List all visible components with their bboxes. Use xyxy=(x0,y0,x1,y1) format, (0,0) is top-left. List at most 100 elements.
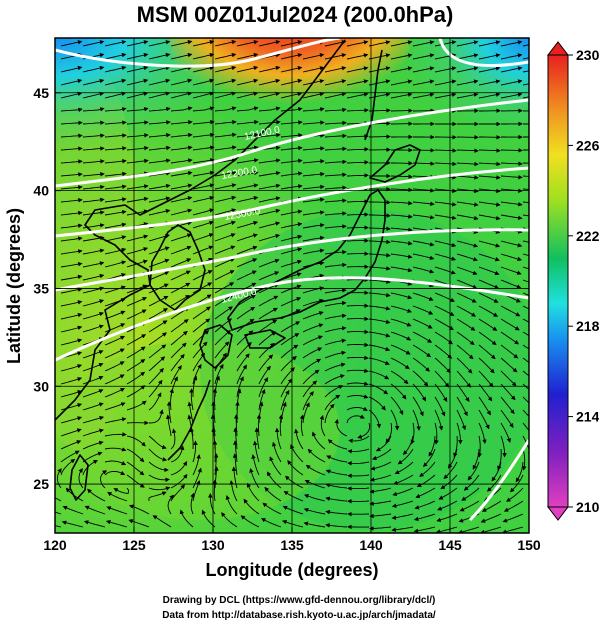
wind-arrow xyxy=(258,388,266,411)
wind-arrow xyxy=(280,78,303,86)
wind-arrow xyxy=(214,106,237,112)
wind-arrow xyxy=(500,66,523,73)
wind-arrow xyxy=(280,378,293,398)
wind-arrow xyxy=(126,107,149,112)
wind-arrow xyxy=(346,133,369,139)
wind-arrow xyxy=(60,377,83,385)
y-axis-label: Latitude (degrees) xyxy=(4,208,24,364)
wind-arrow xyxy=(148,52,171,60)
y-tick-label: 40 xyxy=(33,183,49,199)
wind-arrow xyxy=(170,65,193,73)
wind-arrow xyxy=(347,486,370,491)
wind-arrow xyxy=(324,300,347,307)
wind-arrow xyxy=(82,375,104,385)
wind-arrow xyxy=(261,518,282,528)
wind-arrow xyxy=(500,435,507,458)
wind-arrow xyxy=(478,370,494,388)
wind-arrow xyxy=(192,106,215,112)
wind-arrow xyxy=(324,92,347,99)
wind-arrow xyxy=(368,226,391,232)
wind-arrow xyxy=(113,487,130,495)
wind-arrow xyxy=(60,416,83,424)
wind-arrow xyxy=(390,92,413,99)
wind-arrow xyxy=(126,371,146,385)
wind-arrow xyxy=(62,505,84,515)
wind-arrow xyxy=(170,170,193,177)
wind-arrow xyxy=(60,403,83,411)
wind-arrow xyxy=(214,39,237,47)
wind-arrow xyxy=(478,409,490,430)
wind-arrow xyxy=(192,220,214,229)
wind-arrow xyxy=(266,471,282,489)
wind-arrow xyxy=(324,313,347,320)
wind-arrow xyxy=(368,331,391,338)
wind-arrow xyxy=(500,201,523,207)
wind-arrow xyxy=(456,279,478,289)
wind-arrow xyxy=(453,435,458,458)
wind-arrow xyxy=(324,146,347,152)
wind-arrow xyxy=(456,66,479,73)
wind-arrow xyxy=(104,323,126,333)
wind-arrow xyxy=(148,183,171,190)
wind-arrow xyxy=(325,496,348,502)
wind-arrow xyxy=(302,311,324,320)
wind-arrow xyxy=(500,214,523,221)
wind-arrow xyxy=(126,196,149,203)
wind-arrow xyxy=(456,253,478,262)
wind-arrow xyxy=(258,170,281,177)
wind-arrow xyxy=(434,240,457,248)
wind-arrow xyxy=(480,526,502,533)
wind-arrow xyxy=(410,422,415,445)
wind-arrow xyxy=(84,505,106,515)
wind-arrow xyxy=(397,448,414,465)
wind-arrow xyxy=(436,513,458,522)
wind-arrow xyxy=(456,266,478,276)
wind-arrow xyxy=(346,368,369,374)
wind-arrow xyxy=(434,344,453,359)
wind-arrow xyxy=(522,162,529,164)
wind-arrow xyxy=(302,53,325,60)
height-contour xyxy=(55,276,529,362)
wind-arrow xyxy=(522,266,529,270)
wind-arrow xyxy=(368,53,391,60)
wind-arrow xyxy=(302,335,323,346)
wind-arrow xyxy=(148,448,168,462)
wind-arrow xyxy=(271,441,282,463)
wind-arrow xyxy=(457,526,480,533)
wind-arrow xyxy=(82,428,104,437)
wind-arrow xyxy=(104,417,127,424)
wind-arrow xyxy=(179,509,194,528)
wind-arrow xyxy=(302,91,325,99)
wind-arrow xyxy=(192,195,215,203)
wind-arrow xyxy=(390,292,413,300)
wind-arrow xyxy=(60,133,83,138)
x-tick-label: 125 xyxy=(122,537,146,553)
wind-arrow xyxy=(302,171,325,177)
wind-arrow xyxy=(500,53,523,60)
wind-arrow xyxy=(370,461,392,471)
wind-arrow xyxy=(236,106,259,112)
wind-arrow xyxy=(148,461,169,473)
coastline-segment xyxy=(227,189,386,331)
wind-arrow xyxy=(390,253,413,259)
wind-arrow xyxy=(324,262,347,268)
wind-arrow xyxy=(126,52,149,60)
wind-arrow xyxy=(236,132,259,138)
wind-arrow xyxy=(434,305,455,316)
wind-arrow xyxy=(477,435,483,458)
wind-arrow xyxy=(60,91,83,99)
wind-arrow xyxy=(412,66,435,73)
wind-arrow xyxy=(192,233,214,242)
wind-arrow xyxy=(324,107,347,113)
wind-arrow xyxy=(478,344,496,360)
wind-arrow xyxy=(192,330,210,346)
wind-arrow xyxy=(148,435,167,450)
wind-arrow xyxy=(280,222,303,229)
colorbar-tick-label: 226 xyxy=(576,137,599,153)
wind-arrow xyxy=(324,133,347,139)
wind-arrow xyxy=(428,435,436,457)
wind-arrow xyxy=(192,52,215,60)
wind-arrow xyxy=(434,66,457,73)
wind-arrow xyxy=(478,305,499,317)
wind-arrow xyxy=(522,44,529,47)
